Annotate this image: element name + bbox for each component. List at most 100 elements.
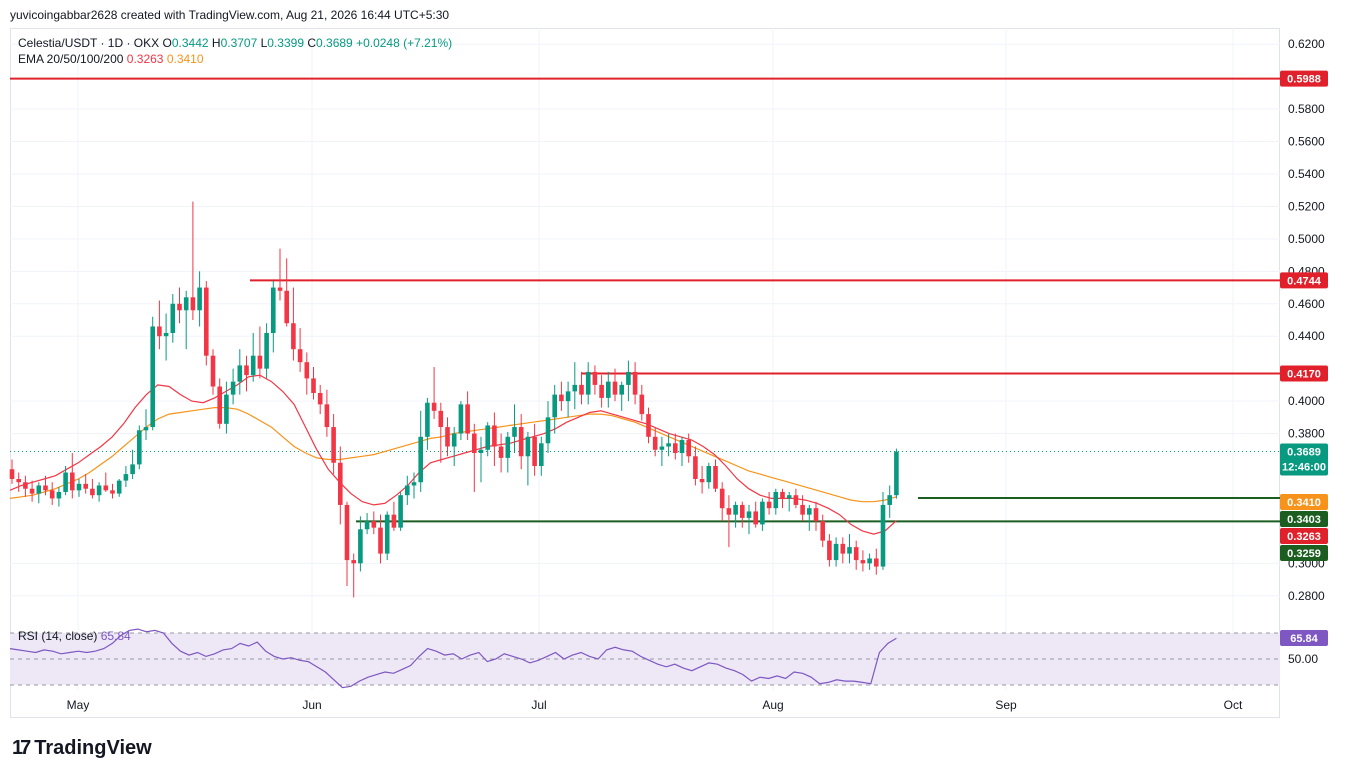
candle-body [237, 365, 243, 382]
candle-body [512, 427, 517, 437]
candle-body [177, 303, 182, 311]
candle-body [699, 478, 705, 483]
candle-body [338, 462, 343, 505]
candle-body [217, 386, 222, 424]
candle-body [143, 427, 149, 431]
candle-body [43, 485, 48, 491]
candle-body [170, 303, 176, 333]
price-tag-resistance-3-bg [1280, 365, 1328, 382]
candle-body [384, 514, 390, 554]
rsi-legend: RSI (14, close) 65.84 [18, 629, 131, 643]
candle-body [271, 287, 276, 333]
ema20-line [9, 374, 897, 535]
legend-close: 0.3689 [316, 36, 353, 50]
candle-body [887, 495, 892, 505]
price-tag-support-2: 0.3259 [1287, 548, 1321, 560]
candle-body [525, 436, 531, 457]
candle-body [110, 490, 115, 494]
candle-body [183, 297, 189, 311]
candle-body [264, 332, 269, 369]
candle-body [518, 427, 524, 457]
candle-body [311, 378, 316, 393]
candle-body [719, 488, 725, 509]
candle-body [733, 504, 738, 515]
price-tag-resistance-1: 0.5988 [1287, 74, 1321, 86]
rsi-pane: 50.00 [9, 628, 1318, 689]
candle-body [820, 521, 825, 541]
time-tick-label: Oct [1224, 698, 1243, 712]
candle-body [425, 402, 430, 437]
legend-open: 0.3442 [171, 36, 209, 50]
legend-low: 0.3399 [267, 36, 304, 50]
candle-body [632, 371, 638, 395]
candle-body [478, 449, 484, 454]
candle-body [224, 394, 229, 424]
price-tag-support-1-bg [1280, 511, 1328, 527]
candle-body [250, 355, 256, 376]
time-tick-label: Jul [531, 698, 546, 712]
legend-ema50: 0.3410 [166, 52, 204, 66]
price-tag-rsi-bg [1280, 630, 1328, 646]
candle-body [606, 381, 611, 398]
candle-body [364, 521, 370, 530]
candle-body [827, 540, 832, 561]
candle-body [438, 410, 444, 428]
rsi-value: 65.84 [100, 629, 131, 643]
footer-brand: TradingView [34, 737, 152, 759]
price-tag-resistance-1-bg [1280, 70, 1328, 87]
candle-body [740, 504, 745, 518]
candle-body [626, 371, 631, 385]
candle-body [405, 485, 410, 496]
candle-body [572, 384, 578, 392]
chart-legend: Celestia/USDT · 1D · OKX O0.3442 H0.3707… [18, 35, 452, 67]
price-tag-resistance-3: 0.4170 [1287, 369, 1321, 381]
candle-body [646, 414, 651, 437]
candle-body [16, 478, 21, 483]
candle-body [317, 393, 323, 405]
candles [9, 201, 899, 598]
candle-body [485, 425, 490, 450]
candle-body [679, 440, 685, 454]
price-tag-ema50-bg [1280, 494, 1328, 510]
attribution-text: yuvicoingabbar2628 created with TradingV… [10, 8, 450, 22]
candle-body [297, 349, 303, 363]
candle-body [726, 508, 732, 515]
candle-body [639, 394, 645, 415]
candle-body [244, 365, 249, 376]
candle-body [331, 427, 336, 463]
price-tag-resistance-2-bg [1280, 272, 1328, 289]
time-tick-label: Jun [302, 698, 321, 712]
legend-high-label: H [211, 36, 221, 50]
candle-body [867, 558, 872, 564]
candle-body [83, 483, 88, 489]
candle-body [472, 433, 477, 454]
price-tag-ema20: 0.3263 [1287, 531, 1321, 543]
candle-body [552, 394, 557, 418]
candle-body [116, 480, 122, 494]
candle-body [706, 466, 712, 483]
candle-body [291, 323, 296, 350]
candle-body [773, 491, 779, 509]
candle-body [746, 511, 752, 518]
price-tag-last-countdown: 12:46:00 [1282, 462, 1326, 474]
candlestick-chart[interactable]: 50.00 0.6200 0.5800 0.5600 0.5400 0.5200 0.50… [0, 0, 1355, 725]
candle-body [652, 436, 658, 450]
candle-body [76, 483, 82, 491]
price-tick-label: 0.4600 [1288, 297, 1325, 311]
candle-body [465, 404, 470, 434]
candle-body [63, 472, 68, 492]
rsi-line [9, 628, 897, 689]
candle-body [9, 469, 15, 479]
tradingview-logo-icon: 17 [12, 737, 31, 759]
tradingview-footer[interactable]: 17 TradingView [12, 737, 152, 760]
time-axis: May Jun Jul Aug Sep Oct [67, 698, 1243, 712]
candle-body [612, 381, 618, 395]
candle-body [532, 436, 537, 466]
price-tick-label: 0.5600 [1288, 135, 1325, 149]
legend-ema-row: EMA 20/50/100/200 0.3263 0.3410 [18, 51, 452, 67]
time-tick-label: May [67, 698, 90, 712]
candle-body [411, 482, 417, 486]
candle-body [847, 547, 852, 554]
price-tick-label: 0.5000 [1288, 232, 1325, 246]
time-tick-label: Aug [762, 698, 783, 712]
